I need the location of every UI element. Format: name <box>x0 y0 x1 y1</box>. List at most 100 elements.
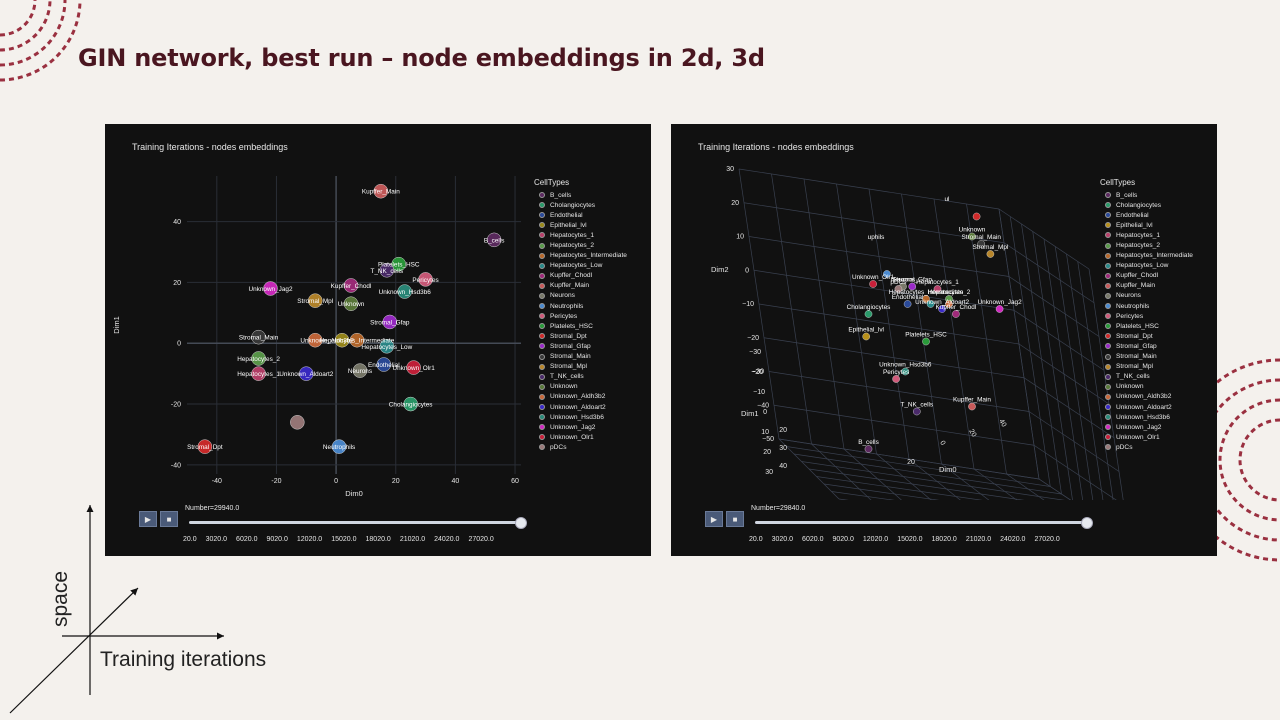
point-unknown-hsd3b6[interactable] <box>397 284 412 299</box>
legend-item-b-cells[interactable]: B_cells <box>534 190 627 200</box>
legend-item-epithelial-lvl[interactable]: Epithelial_lvl <box>1100 220 1193 230</box>
legend-item-stromal-mpl[interactable]: Stromal_Mpl <box>1100 362 1193 372</box>
point-pdcs[interactable] <box>290 415 305 430</box>
play-button-3d[interactable]: ▶ <box>705 511 723 527</box>
legend-item-pericytes[interactable]: Pericytes <box>534 311 627 321</box>
point-pericytes[interactable] <box>418 272 433 287</box>
legend-item-unknown-jag2[interactable]: Unknown_Jag2 <box>534 422 627 432</box>
legend-item-cholangiocytes[interactable]: Cholangiocytes <box>1100 200 1193 210</box>
point-neutrophils[interactable] <box>331 439 347 454</box>
point-unknown-aldh3b2[interactable] <box>307 332 323 348</box>
legend-item-neurons[interactable]: Neurons <box>1100 291 1193 301</box>
play-button-2d[interactable]: ▶ <box>139 511 157 527</box>
legend-item-pericytes[interactable]: Pericytes <box>1100 311 1193 321</box>
point-pdcs[interactable] <box>894 285 903 293</box>
point-stromal-dpt[interactable] <box>197 439 213 454</box>
slider-knob-3d[interactable] <box>1081 517 1093 529</box>
point-cholangiocytes[interactable] <box>864 310 873 318</box>
legend-item-stromal-main[interactable]: Stromal_Main <box>1100 352 1193 362</box>
legend-item-pdcs[interactable]: pDCs <box>1100 442 1193 452</box>
point-hepatocytes-1[interactable] <box>933 285 942 293</box>
legend-item-stromal-main[interactable]: Stromal_Main <box>534 352 627 362</box>
legend-item-stromal-gfap[interactable]: Stromal_Gfap <box>1100 341 1193 351</box>
point-endothelial[interactable] <box>376 357 392 372</box>
point-unknown-jag2[interactable] <box>995 305 1004 313</box>
point-unknown-olr1[interactable] <box>406 360 421 375</box>
legend-item-unknown-hsd3b6[interactable]: Unknown_Hsd3b6 <box>1100 412 1193 422</box>
legend-item-stromal-dpt[interactable]: Stromal_Dpt <box>1100 331 1193 341</box>
slider-knob-2d[interactable] <box>515 517 527 529</box>
point-kupffer-main[interactable] <box>968 402 976 411</box>
point-hepatocytes-1[interactable] <box>251 366 266 381</box>
point-unknown[interactable] <box>968 232 976 241</box>
point-stromal-mpl[interactable] <box>986 250 995 258</box>
legend-item-stromal-mpl[interactable]: Stromal_Mpl <box>534 362 627 372</box>
point-hepatocytes-low[interactable] <box>379 339 395 354</box>
point-t-nk-cells[interactable] <box>912 407 921 416</box>
legend-item-unknown-aldoart2[interactable]: Unknown_Aldoart2 <box>1100 402 1193 412</box>
point-kupffer-main[interactable] <box>373 183 389 199</box>
point-b-cells[interactable] <box>486 232 502 248</box>
legend-item-platelets-hsc[interactable]: Platelets_HSC <box>534 321 627 331</box>
legend-item-b-cells[interactable]: B_cells <box>1100 190 1193 200</box>
legend-item-stromal-gfap[interactable]: Stromal_Gfap <box>534 341 627 351</box>
point-platelets-hsc[interactable] <box>922 337 930 346</box>
legend-item-neutrophils[interactable]: Neutrophils <box>1100 301 1193 311</box>
point-stromal-gfap[interactable] <box>382 314 398 330</box>
legend-item-hepatocytes-low[interactable]: Hepatocytes_Low <box>534 261 627 271</box>
point-stromal-mpl[interactable] <box>307 293 323 308</box>
point-pericytes[interactable] <box>892 375 900 383</box>
point-unknown-aldoart2[interactable] <box>938 305 946 313</box>
legend-item-hepatocytes-intermediate[interactable]: Hepatocytes_Intermediate <box>534 251 627 261</box>
point-epithelial-lvl[interactable] <box>334 332 350 348</box>
scatter-plot-3d[interactable]: 3020100−10−20−30−40−50−30−20−10010203020… <box>671 124 1217 500</box>
legend-item-cholangiocytes[interactable]: Cholangiocytes <box>534 200 627 210</box>
point-neutrophils[interactable] <box>883 270 891 278</box>
legend-item-unknown-hsd3b6[interactable]: Unknown_Hsd3b6 <box>534 412 627 422</box>
legend-item-unknown-aldh3b2[interactable]: Unknown_Aldh3b2 <box>534 392 627 402</box>
point-stromal-dpt[interactable] <box>972 212 981 221</box>
legend-item-epithelial-lvl[interactable]: Epithelial_lvl <box>534 220 627 230</box>
legend-item-hepatocytes-1[interactable]: Hepatocytes_1 <box>1100 230 1193 240</box>
point-endothelial[interactable] <box>903 300 912 308</box>
point-stromal-gfap[interactable] <box>908 282 916 291</box>
slider-track-3d[interactable] <box>755 521 1087 524</box>
point-unknown-aldh3b2[interactable] <box>945 300 953 308</box>
legend-item-platelets-hsc[interactable]: Platelets_HSC <box>1100 321 1193 331</box>
legend-item-unknown-jag2[interactable]: Unknown_Jag2 <box>1100 422 1193 432</box>
point-t-nk-cells[interactable] <box>379 263 395 278</box>
legend-item-stromal-dpt[interactable]: Stromal_Dpt <box>534 331 627 341</box>
legend-item-pdcs[interactable]: pDCs <box>534 442 627 452</box>
legend-item-t-nk-cells[interactable]: T_NK_cells <box>534 372 627 382</box>
legend-item-t-nk-cells[interactable]: T_NK_cells <box>1100 372 1193 382</box>
point-kupffer-chodl[interactable] <box>952 310 960 318</box>
legend-item-endothelial[interactable]: Endothelial <box>1100 210 1193 220</box>
legend-item-hepatocytes-low[interactable]: Hepatocytes_Low <box>1100 261 1193 271</box>
legend-item-kupffer-main[interactable]: Kupffer_Main <box>534 281 627 291</box>
legend-item-kupffer-chodl[interactable]: Kupffer_Chodl <box>534 271 627 281</box>
point-neurons[interactable] <box>352 363 368 378</box>
point-epithelial-lvl[interactable] <box>862 332 870 341</box>
point-hepatocytes-intermediate[interactable] <box>922 295 930 303</box>
legend-item-hepatocytes-intermediate[interactable]: Hepatocytes_Intermediate <box>1100 251 1193 261</box>
slider-track-2d[interactable] <box>189 521 521 524</box>
point-hepatocytes-low[interactable] <box>926 300 935 308</box>
stop-button-2d[interactable]: ■ <box>160 511 178 527</box>
point-b-cells[interactable] <box>864 445 873 453</box>
point-unknown[interactable] <box>343 296 359 311</box>
point-hepatocytes-2[interactable] <box>251 351 266 366</box>
legend-item-hepatocytes-1[interactable]: Hepatocytes_1 <box>534 230 627 240</box>
legend-item-unknown[interactable]: Unknown <box>1100 382 1193 392</box>
legend-item-unknown[interactable]: Unknown <box>534 382 627 392</box>
point-cholangiocytes[interactable] <box>403 396 418 412</box>
legend-item-kupffer-chodl[interactable]: Kupffer_Chodl <box>1100 271 1193 281</box>
legend-item-neutrophils[interactable]: Neutrophils <box>534 301 627 311</box>
legend-item-unknown-aldh3b2[interactable]: Unknown_Aldh3b2 <box>1100 392 1193 402</box>
point-platelets-hsc[interactable] <box>391 256 406 272</box>
legend-item-unknown-aldoart2[interactable]: Unknown_Aldoart2 <box>534 402 627 412</box>
point-unknown-jag2[interactable] <box>263 281 278 296</box>
point-stromal-main[interactable] <box>251 329 266 345</box>
point-stromal-main[interactable] <box>977 240 986 248</box>
point-unknown-olr1[interactable] <box>869 280 877 288</box>
legend-item-hepatocytes-2[interactable]: Hepatocytes_2 <box>534 240 627 250</box>
